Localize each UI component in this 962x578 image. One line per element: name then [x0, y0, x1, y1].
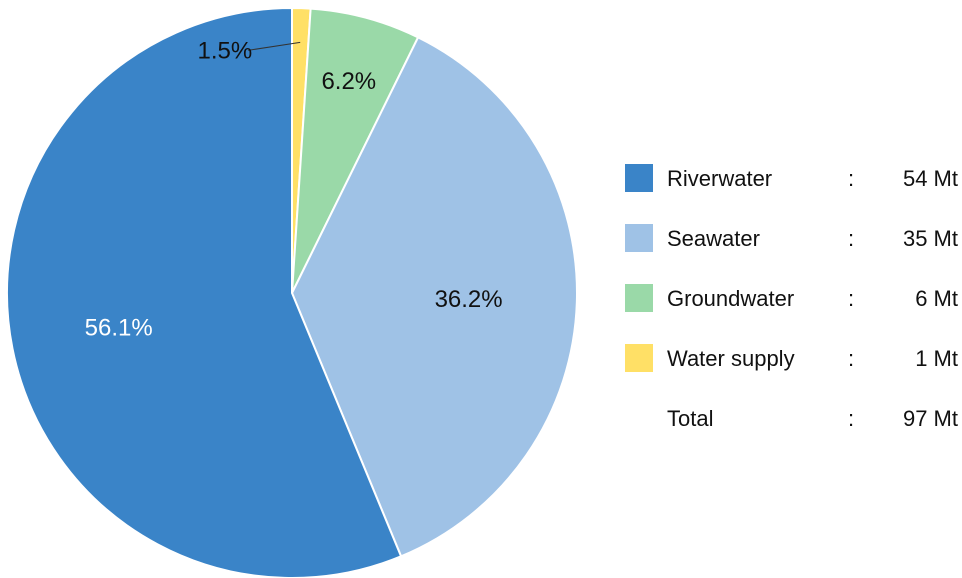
legend-swatch-seawater — [625, 224, 653, 252]
pie-label-seawater: 36.2% — [435, 286, 503, 313]
legend-amount-riverwater: 54 Mt — [903, 166, 958, 191]
legend-swatch-riverwater — [625, 164, 653, 192]
legend-label-water-supply: Water supply — [667, 346, 795, 371]
legend-separator-seawater: : — [848, 226, 854, 251]
legend-swatch-groundwater — [625, 284, 653, 312]
legend-separator-groundwater: : — [848, 286, 854, 311]
legend-amount-total: 97 Mt — [903, 406, 958, 431]
pie-slice-riverwater — [6, 6, 403, 578]
pie-leader-line-water-supply — [248, 41, 301, 51]
legend-amount-groundwater: 6 Mt — [915, 286, 958, 311]
legend-separator-total: : — [848, 406, 854, 431]
pie-slice-seawater — [290, 36, 578, 558]
legend-label-riverwater: Riverwater — [667, 166, 772, 191]
legend-label-total: Total — [667, 406, 713, 431]
pie-label-water-supply: 1.5% — [198, 37, 253, 64]
legend-amount-water-supply: 1 Mt — [915, 346, 958, 371]
pie-label-riverwater: 56.1% — [85, 314, 153, 341]
legend-label-seawater: Seawater — [667, 226, 760, 251]
legend: Riverwater: 54 Mt Seawater: 35 Mt Groundwate… — [625, 164, 958, 431]
pie-label-groundwater: 6.2% — [321, 68, 376, 95]
legend-separator-riverwater: : — [848, 166, 854, 191]
pie-slices — [6, 6, 578, 578]
pie-labels: 1.5% 6.2% 36.2% 56.1% — [85, 37, 503, 341]
legend-separator-water-supply: : — [848, 346, 854, 371]
legend-swatch-water-supply — [625, 344, 653, 372]
legend-label-groundwater: Groundwater — [667, 286, 794, 311]
legend-amount-seawater: 35 Mt — [903, 226, 958, 251]
